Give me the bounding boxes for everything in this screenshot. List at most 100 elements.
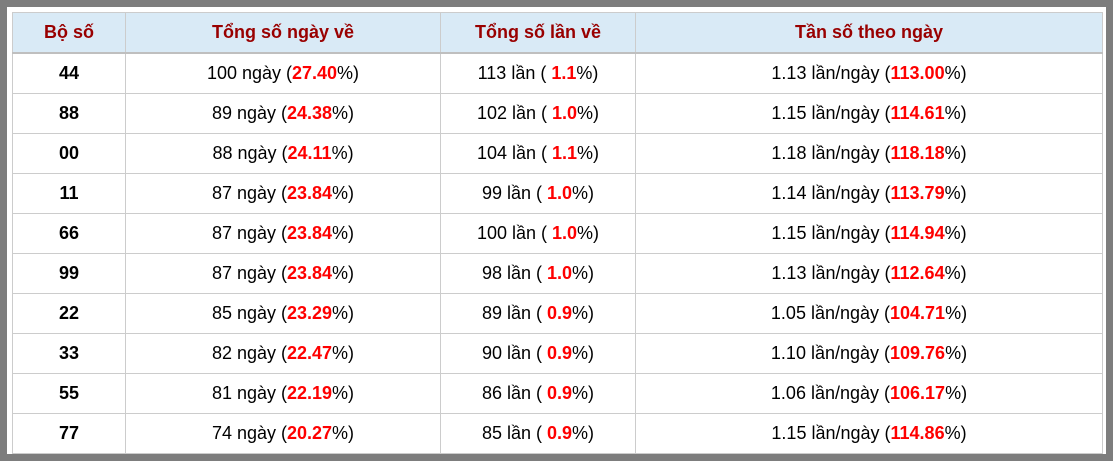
highlighted-percent: 24.38 — [287, 103, 333, 123]
cell-text: 1.13 lần/ngày ( — [771, 263, 891, 283]
cell-text: %) — [572, 303, 595, 323]
cell-text: 102 lần ( — [476, 103, 553, 123]
times-cell: 89 lần ( 0.9%) — [440, 293, 636, 334]
cell-text: 85 lần ( — [481, 423, 547, 443]
cell-text: 1.05 lần/ngày ( — [770, 303, 891, 323]
table-row: 55 81 ngày (22.19%) 86 lần ( 0.9%) 1.06 lần… — [12, 373, 1103, 414]
highlighted-percent: 106.17 — [890, 383, 946, 403]
days-cell: 89 ngày (24.38%) — [125, 93, 441, 134]
cell-text: %) — [332, 223, 355, 243]
column-header-daily-frequency: Tần số theo ngày — [635, 12, 1103, 54]
times-cell: 85 lần ( 0.9%) — [440, 413, 636, 454]
cell-text: 22 — [58, 303, 80, 323]
pair-cell: 55 — [12, 373, 126, 414]
days-cell: 87 ngày (23.84%) — [125, 173, 441, 214]
cell-text: 1.18 lần/ngày ( — [771, 143, 891, 163]
times-cell: 100 lần ( 1.0%) — [440, 213, 636, 254]
column-header-total-times: Tổng số lần về — [440, 12, 636, 54]
cell-text: 89 ngày ( — [211, 103, 287, 123]
table-header: Bộ số Tổng số ngày về Tổng số lần về Tần… — [12, 12, 1103, 54]
highlighted-percent: 20.27 — [287, 423, 333, 443]
cell-text: 44 — [58, 63, 80, 83]
days-cell: 85 ngày (23.29%) — [125, 293, 441, 334]
highlighted-percent: 0.9 — [547, 343, 573, 363]
cell-text: %) — [332, 423, 355, 443]
cell-text: 1.14 lần/ngày ( — [771, 183, 891, 203]
times-cell: 90 lần ( 0.9%) — [440, 333, 636, 374]
highlighted-percent: 1.0 — [547, 183, 573, 203]
frequency-cell: 1.15 lần/ngày (114.94%) — [635, 213, 1103, 254]
frequency-cell: 1.18 lần/ngày (118.18%) — [635, 133, 1103, 174]
frequency-cell: 1.15 lần/ngày (114.61%) — [635, 93, 1103, 134]
cell-text: 66 — [58, 223, 80, 243]
cell-text: 87 ngày ( — [211, 223, 287, 243]
pair-cell: 88 — [12, 93, 126, 134]
cell-text: 1.15 lần/ngày ( — [771, 103, 891, 123]
pair-cell: 99 — [12, 253, 126, 294]
highlighted-percent: 0.9 — [547, 423, 573, 443]
highlighted-percent: 23.84 — [287, 263, 333, 283]
cell-text: %) — [332, 103, 355, 123]
times-cell: 113 lần ( 1.1%) — [440, 52, 636, 94]
frequency-cell: 1.06 lần/ngày (106.17%) — [635, 373, 1103, 414]
lottery-pair-statistics-table: Bộ số Tổng số ngày về Tổng số lần về Tần… — [12, 12, 1103, 454]
cell-text: 1.13 lần/ngày ( — [771, 63, 891, 83]
table-row: 77 74 ngày (20.27%) 85 lần ( 0.9%) 1.15 lần… — [12, 413, 1103, 454]
cell-text: 1.15 lần/ngày ( — [771, 423, 891, 443]
highlighted-percent: 22.47 — [287, 343, 333, 363]
cell-text: %) — [944, 143, 967, 163]
frequency-cell: 1.10 lần/ngày (109.76%) — [635, 333, 1103, 374]
cell-text: 87 ngày ( — [211, 183, 287, 203]
cell-text: %) — [332, 343, 355, 363]
cell-text: %) — [945, 303, 968, 323]
cell-text: 90 lần ( — [481, 343, 547, 363]
cell-text: %) — [944, 63, 967, 83]
cell-text: 88 ngày ( — [212, 143, 288, 163]
highlighted-percent: 1.1 — [551, 63, 577, 83]
header-row: Bộ số Tổng số ngày về Tổng số lần về Tần… — [12, 12, 1103, 54]
table-row: 22 85 ngày (23.29%) 89 lần ( 0.9%) 1.05 lần… — [12, 293, 1103, 334]
times-cell: 99 lần ( 1.0%) — [440, 173, 636, 214]
cell-text: %) — [572, 423, 595, 443]
cell-text: %) — [944, 223, 967, 243]
days-cell: 88 ngày (24.11%) — [125, 133, 441, 174]
table-row: 99 87 ngày (23.84%) 98 lần ( 1.0%) 1.13 lần… — [12, 253, 1103, 294]
table-row: 00 88 ngày (24.11%) 104 lần ( 1.1%) 1.18 lầ… — [12, 133, 1103, 174]
cell-text: %) — [332, 263, 355, 283]
cell-text: 104 lần ( — [476, 143, 553, 163]
cell-text: 82 ngày ( — [211, 343, 287, 363]
cell-text: %) — [332, 383, 355, 403]
highlighted-percent: 112.64 — [890, 263, 945, 283]
highlighted-percent: 114.94 — [890, 223, 945, 243]
cell-text: %) — [572, 263, 595, 283]
highlighted-percent: 114.61 — [890, 103, 945, 123]
cell-text: %) — [577, 103, 600, 123]
highlighted-percent: 0.9 — [547, 383, 573, 403]
cell-text: 1.10 lần/ngày ( — [770, 343, 891, 363]
times-cell: 86 lần ( 0.9%) — [440, 373, 636, 414]
days-cell: 81 ngày (22.19%) — [125, 373, 441, 414]
cell-text: 11 — [59, 183, 79, 203]
cell-text: %) — [944, 103, 967, 123]
highlighted-percent: 104.71 — [890, 303, 946, 323]
cell-text: %) — [944, 423, 967, 443]
cell-text: 55 — [58, 383, 80, 403]
highlighted-percent: 113.00 — [890, 63, 945, 83]
frequency-cell: 1.13 lần/ngày (113.00%) — [635, 52, 1103, 94]
cell-text: 100 lần ( — [476, 223, 553, 243]
cell-text: %) — [945, 383, 968, 403]
pair-cell: 44 — [12, 52, 126, 94]
highlighted-percent: 23.84 — [287, 223, 333, 243]
cell-text: %) — [945, 343, 968, 363]
highlighted-percent: 24.11 — [287, 143, 332, 163]
cell-text: %) — [577, 223, 600, 243]
table-row: 11 87 ngày (23.84%) 99 lần ( 1.0%) 1.14 lần… — [12, 173, 1103, 214]
frequency-cell: 1.13 lần/ngày (112.64%) — [635, 253, 1103, 294]
highlighted-percent: 0.9 — [547, 303, 573, 323]
frequency-cell: 1.14 lần/ngày (113.79%) — [635, 173, 1103, 214]
cell-text: %) — [944, 263, 967, 283]
cell-text: 00 — [58, 143, 80, 163]
times-cell: 104 lần ( 1.1%) — [440, 133, 636, 174]
cell-text: 98 lần ( — [481, 263, 547, 283]
